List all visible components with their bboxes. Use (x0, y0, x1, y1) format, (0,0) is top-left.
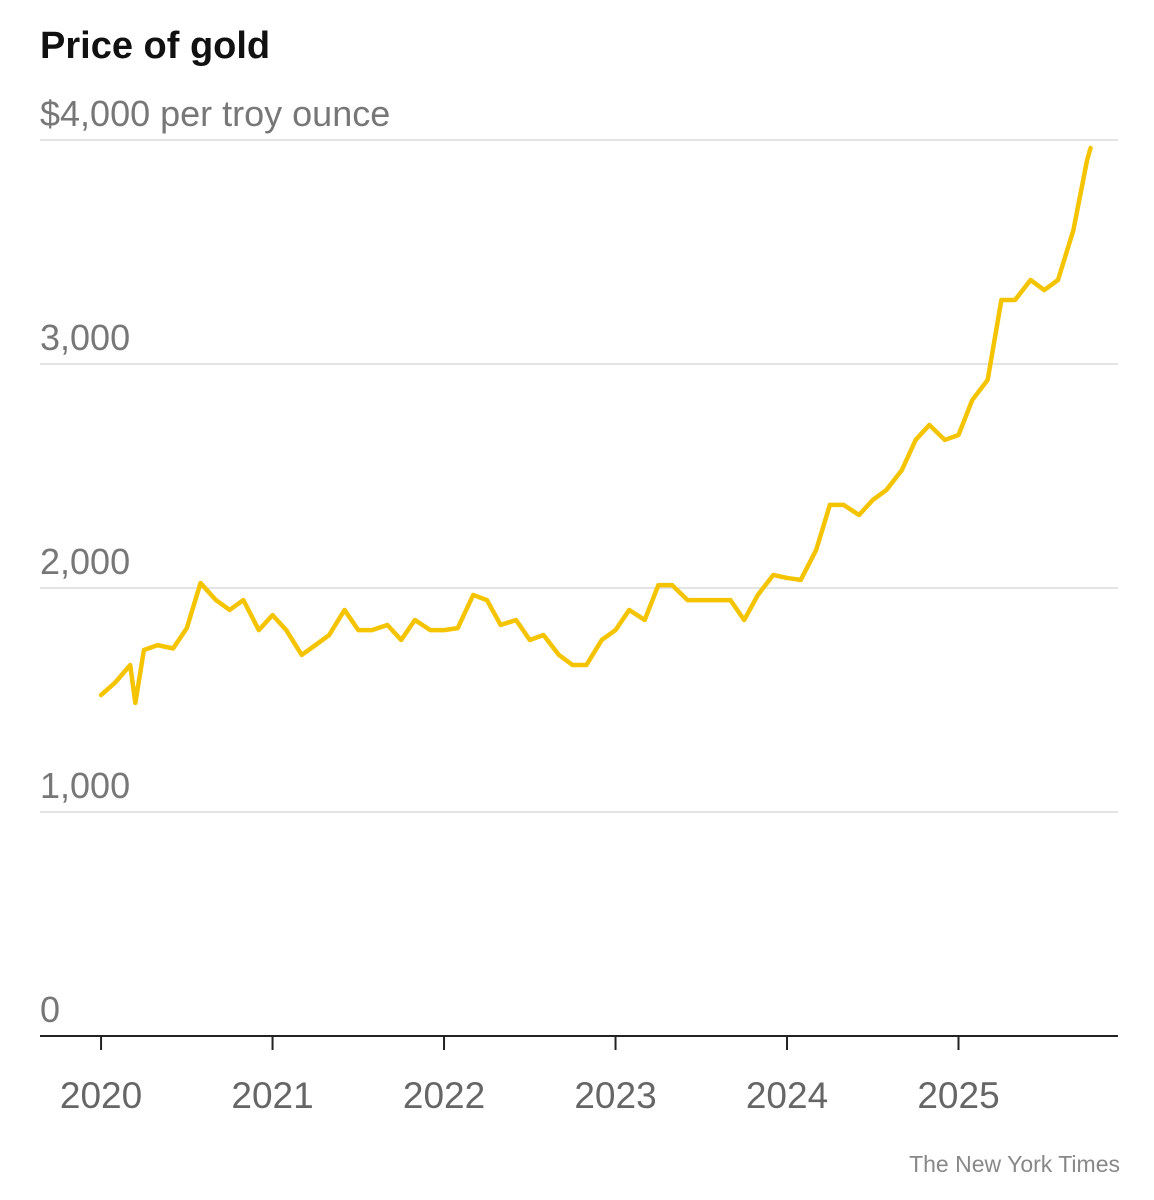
x-tick-label: 2025 (917, 1075, 999, 1116)
y-tick-label: 1,000 (40, 765, 130, 806)
x-tick-label: 2022 (403, 1075, 485, 1116)
y-tick-label: $4,000 per troy ounce (40, 93, 390, 134)
x-tick-label: 2024 (746, 1075, 828, 1116)
x-tick-label: 2021 (231, 1075, 313, 1116)
chart-title: Price of gold (40, 25, 270, 67)
y-tick-label: 2,000 (40, 541, 130, 582)
y-tick-label: 0 (40, 989, 60, 1030)
price-line (98, 145, 1093, 706)
source: The New York Times (909, 1151, 1120, 1177)
x-tick-label: 2023 (574, 1075, 656, 1116)
y-tick-label: 3,000 (40, 317, 130, 358)
x-tick-label: 2020 (60, 1075, 142, 1116)
